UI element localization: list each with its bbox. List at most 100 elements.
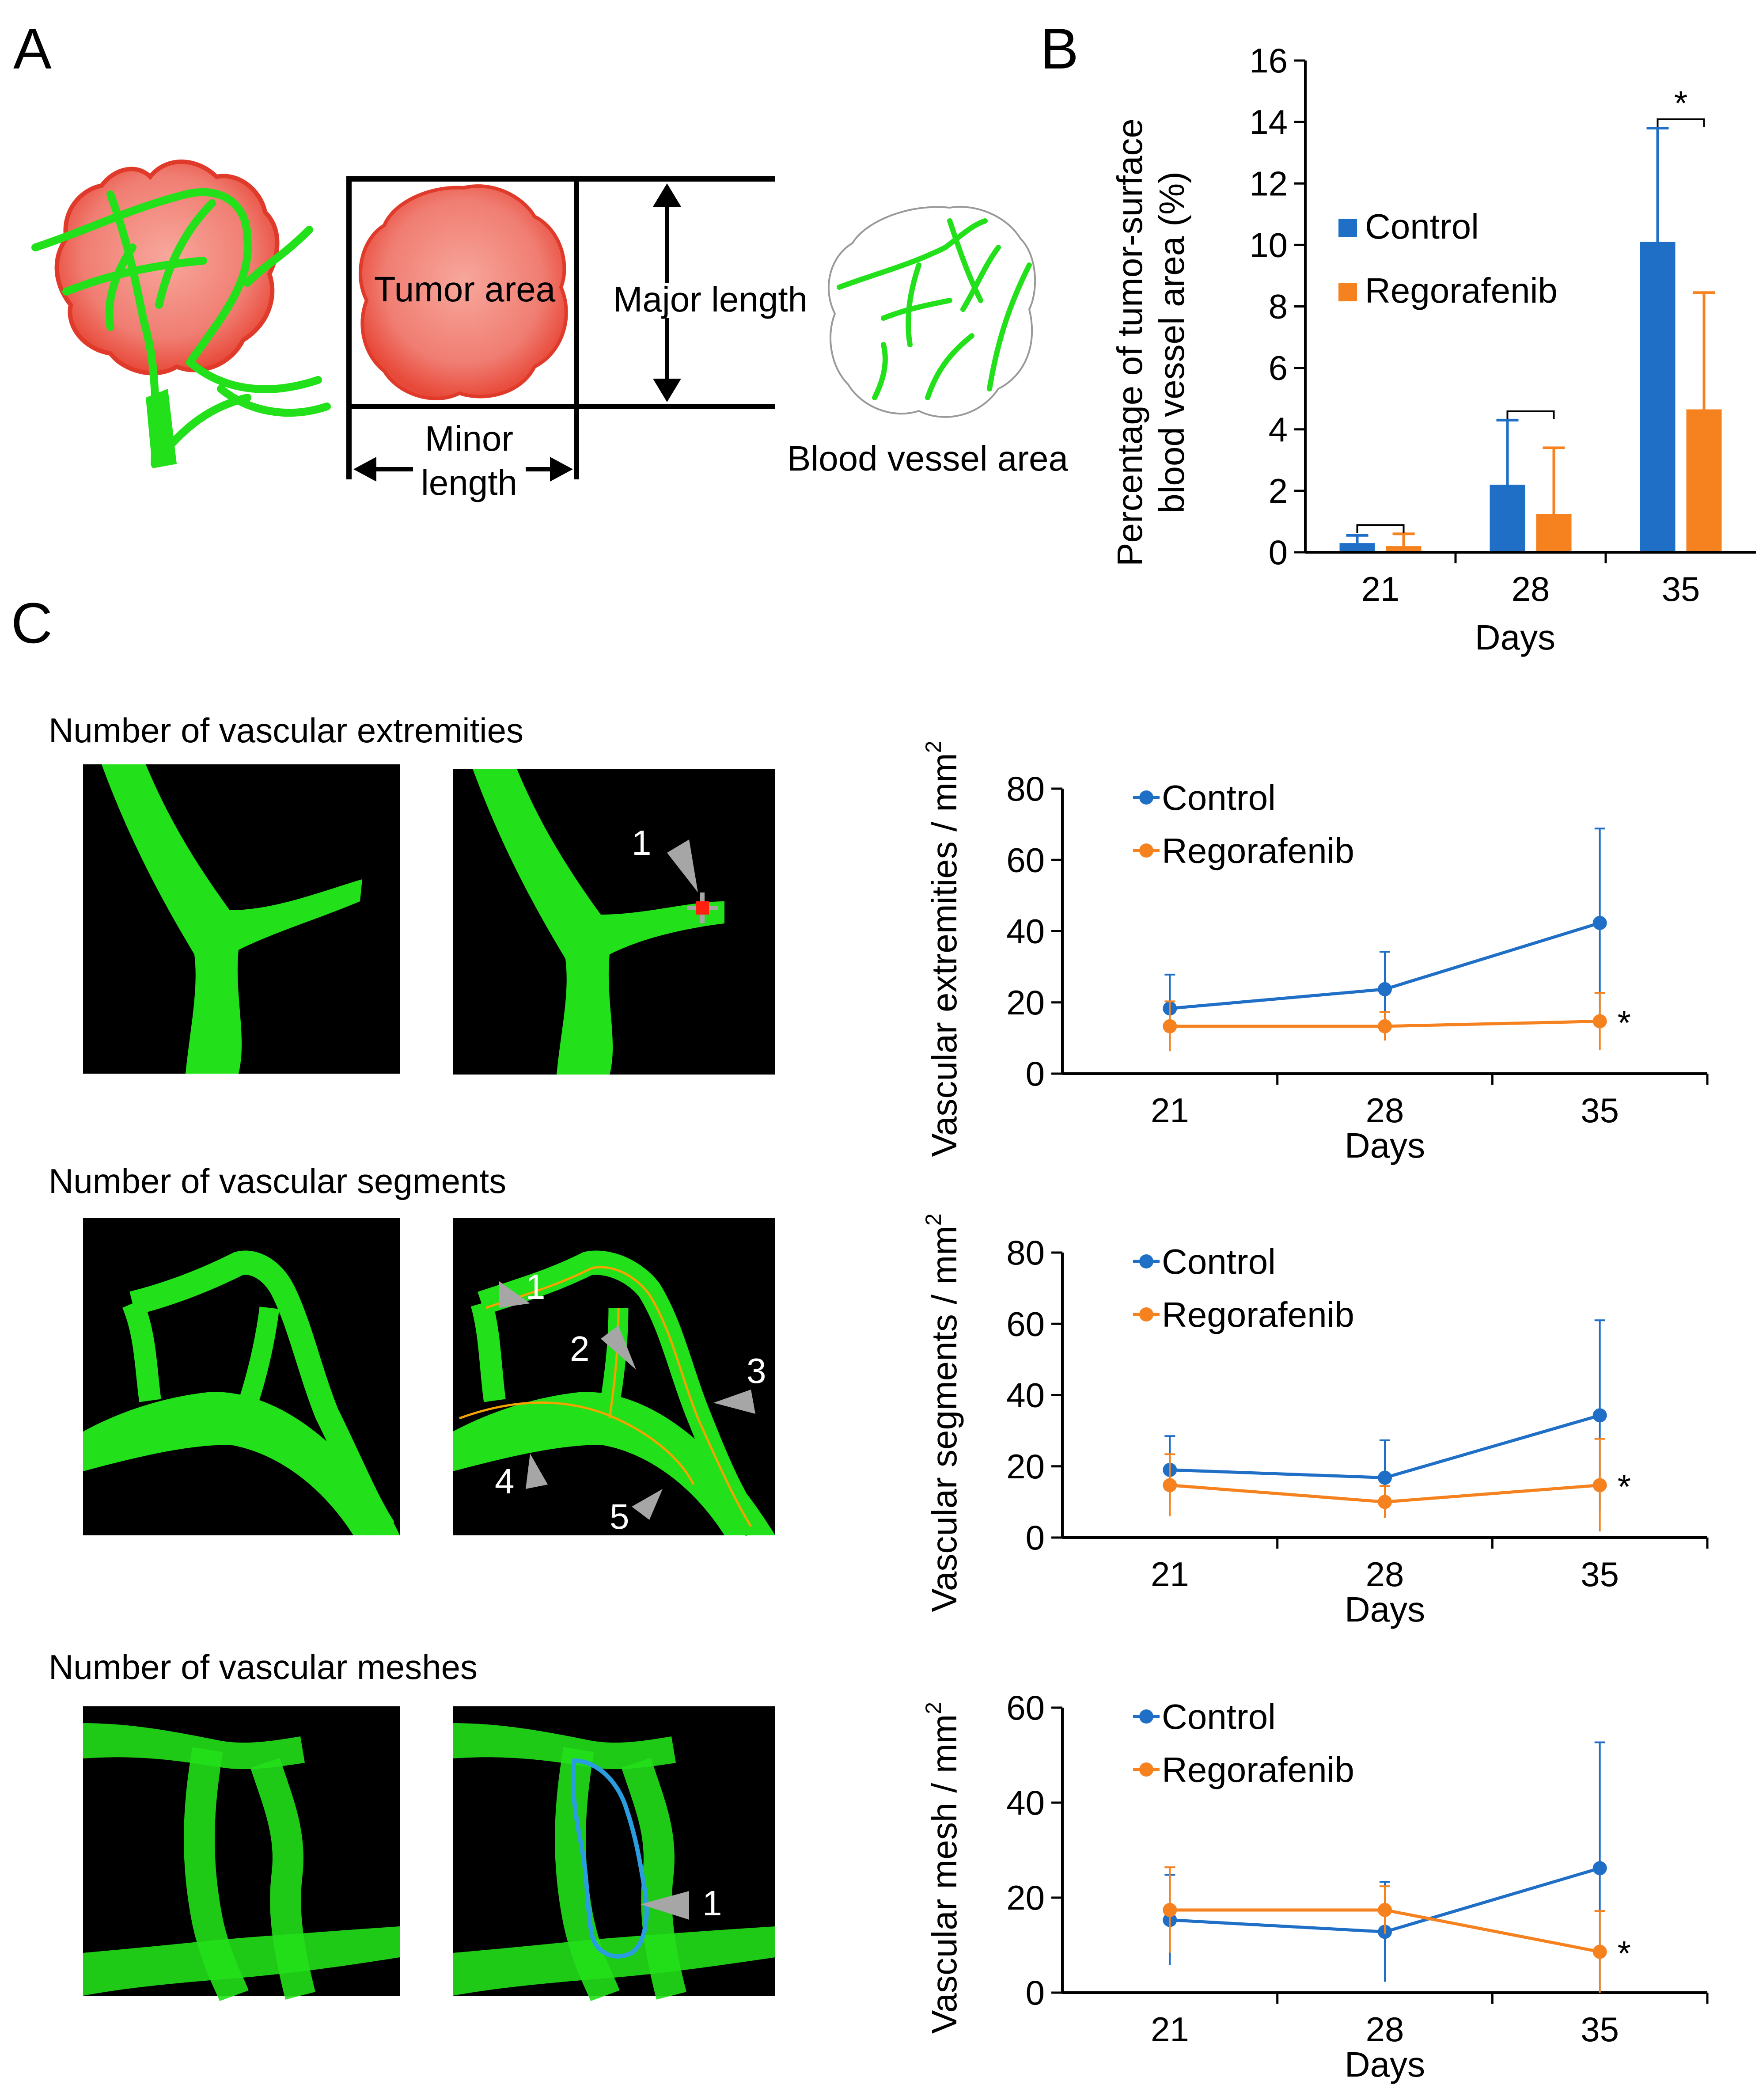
extremity-arrow bbox=[667, 839, 698, 892]
chart-b-xtick-label: 28 bbox=[1512, 570, 1550, 608]
vessel-trunk-left bbox=[146, 389, 177, 468]
chart-c2-data-point bbox=[1378, 1495, 1392, 1509]
chart-c3-legend-label: Control bbox=[1162, 1697, 1276, 1736]
chart-c2-xlabel: Days bbox=[1345, 1590, 1425, 1629]
chart-c1-legend-marker bbox=[1139, 843, 1153, 858]
chart-c1-significance: * bbox=[1618, 1003, 1631, 1042]
segment-marker-5: 5 bbox=[610, 1497, 629, 1536]
chart-b-xaxis: 21 28 35 bbox=[1305, 551, 1756, 608]
chart-c3-ylabel: Vascular mesh / mm2 bbox=[921, 1702, 964, 2034]
chart-c1-ylabel: Vascular extremities / mm2 bbox=[921, 741, 964, 1157]
segment-marker-3: 3 bbox=[747, 1351, 766, 1390]
chart-c1-data-point bbox=[1378, 982, 1392, 996]
chart-c3-significance: * bbox=[1618, 1934, 1631, 1973]
extremities-title: Number of vascular extremities bbox=[49, 711, 523, 750]
chart-c2-ytick-label: 40 bbox=[1006, 1376, 1045, 1415]
segment-arrow-3 bbox=[713, 1390, 755, 1414]
chart-c2-data-point bbox=[1378, 1470, 1392, 1485]
chart-b-ytick-label: 10 bbox=[1249, 225, 1288, 264]
chart-b-xtick-label: 21 bbox=[1361, 570, 1400, 608]
chart-c2-xtick-label: 35 bbox=[1581, 1555, 1619, 1594]
chart-c2-data-point bbox=[1592, 1408, 1607, 1423]
chart-c2: 0 20 40 60 80 21 28 35 Days Vascular segments / m… bbox=[921, 1213, 1709, 1629]
micrograph-meshes-annotated: 1 bbox=[453, 1706, 775, 2001]
segment-arrow-1 bbox=[499, 1281, 530, 1308]
chart-c3-ytick-label: 60 bbox=[1006, 1688, 1045, 1727]
chart-c2-legend-marker bbox=[1139, 1307, 1153, 1322]
chart-c2-xtick-label: 28 bbox=[1366, 1555, 1404, 1594]
chart-b-ytick-label: 6 bbox=[1269, 349, 1288, 387]
chart-b-bar bbox=[1686, 409, 1722, 552]
chart-c3-xlabel: Days bbox=[1345, 2045, 1425, 2084]
major-length-label: Major length bbox=[613, 280, 807, 319]
chart-c3-xtick-label: 21 bbox=[1151, 2010, 1189, 2049]
vessel-network-left bbox=[31, 188, 331, 468]
chart-b-xlabel: Days bbox=[1475, 618, 1555, 657]
chart-c3-legend-marker bbox=[1139, 1762, 1153, 1777]
chart-b-bracket bbox=[1657, 118, 1705, 128]
extremity-marker bbox=[696, 901, 709, 915]
extremity-marker-label: 1 bbox=[632, 823, 652, 862]
chart-c3-data-point bbox=[1378, 1903, 1392, 1917]
micrograph-meshes-raw bbox=[83, 1706, 400, 2001]
chart-c3-xtick-label: 28 bbox=[1366, 2010, 1404, 2049]
chart-c3-ylabel-superscript: 2 bbox=[921, 1702, 946, 1714]
chart-c1-xtick-label: 35 bbox=[1581, 1091, 1619, 1130]
chart-b-xtick-label: 35 bbox=[1662, 570, 1700, 608]
chart-b-ytick-label: 8 bbox=[1269, 287, 1288, 326]
chart-b-bar bbox=[1536, 514, 1572, 552]
chart-c1-xtick-label: 28 bbox=[1366, 1091, 1404, 1130]
segment-marker-1: 1 bbox=[526, 1267, 546, 1306]
major-arrowhead-down bbox=[653, 379, 681, 402]
meshes-title: Number of vascular meshes bbox=[49, 1648, 478, 1686]
chart-c2-ylabel-superscript: 2 bbox=[921, 1213, 946, 1226]
chart-c2-legend-label: Control bbox=[1162, 1242, 1276, 1281]
chart-c3-legend-label: Regorafenib bbox=[1162, 1750, 1354, 1789]
chart-b-ytick-label: 14 bbox=[1249, 103, 1288, 141]
minor-arrowhead-left bbox=[353, 457, 376, 482]
chart-b-ytick-label: 4 bbox=[1269, 410, 1288, 449]
segment-arrow-4 bbox=[526, 1454, 548, 1489]
panel-a-label: A bbox=[13, 16, 52, 81]
chart-b-ytick-label: 16 bbox=[1249, 41, 1288, 80]
schematic-tumor-with-vessels bbox=[31, 159, 331, 468]
chart-c1-legend-marker bbox=[1139, 790, 1153, 805]
chart-b-yaxis: 0 2 4 6 8 10 12 14 16 bbox=[1249, 41, 1307, 572]
chart-c3-ytick-label: 0 bbox=[1026, 1973, 1045, 2012]
chart-c2-ytick-label: 20 bbox=[1006, 1447, 1045, 1486]
segment-marker-2: 2 bbox=[570, 1329, 590, 1368]
segment-arrow-2 bbox=[601, 1325, 636, 1370]
chart-c1-data-point bbox=[1378, 1019, 1392, 1033]
chart-c1-xlabel: Days bbox=[1345, 1126, 1425, 1165]
chart-b-bar bbox=[1490, 484, 1525, 552]
micrograph-extremities-annotated: 1 bbox=[453, 769, 775, 1075]
panel-c-label: C bbox=[11, 591, 53, 655]
chart-c1-legend-label: Regorafenib bbox=[1162, 831, 1354, 870]
chart-b-legend-control: Control bbox=[1365, 207, 1479, 246]
panel-b-label: B bbox=[1040, 16, 1079, 81]
schematic-blood-vessel-area: Blood vessel area bbox=[787, 206, 1068, 478]
chart-c1-ytick-label: 60 bbox=[1006, 840, 1045, 879]
chart-b-ytick-label: 12 bbox=[1249, 164, 1288, 203]
chart-c3-ytick-label: 40 bbox=[1006, 1783, 1045, 1822]
minor-length-label-2: length bbox=[421, 463, 517, 502]
schematic-measurement: Tumor area Major length Minor length bbox=[346, 176, 807, 502]
segment-arrow-5 bbox=[632, 1489, 663, 1520]
minor-length-label-1: Minor bbox=[425, 419, 513, 458]
chart-c3-data-point bbox=[1592, 1944, 1607, 1959]
measure-box bbox=[346, 176, 579, 409]
micrograph-segments-raw bbox=[83, 1218, 400, 1536]
chart-b-bar bbox=[1640, 242, 1676, 552]
chart-c3-xtick-label: 35 bbox=[1581, 2010, 1619, 2049]
chart-c2-legend-marker bbox=[1139, 1254, 1153, 1268]
mesh-marker-1: 1 bbox=[702, 1884, 722, 1923]
chart-b-ylabel-2: blood vessel area (%) bbox=[1152, 171, 1191, 513]
blood-vessel-area-label: Blood vessel area bbox=[787, 439, 1068, 478]
chart-c1: 0 20 40 60 80 21 28 35 Days Vascular extremities … bbox=[921, 741, 1709, 1165]
chart-b-bars: * bbox=[1339, 84, 1722, 552]
chart-b-significance: * bbox=[1674, 84, 1687, 122]
mesh-arrow bbox=[641, 1891, 689, 1920]
major-arrowhead-up bbox=[653, 183, 681, 207]
chart-c1-xtick-label: 21 bbox=[1151, 1091, 1189, 1130]
